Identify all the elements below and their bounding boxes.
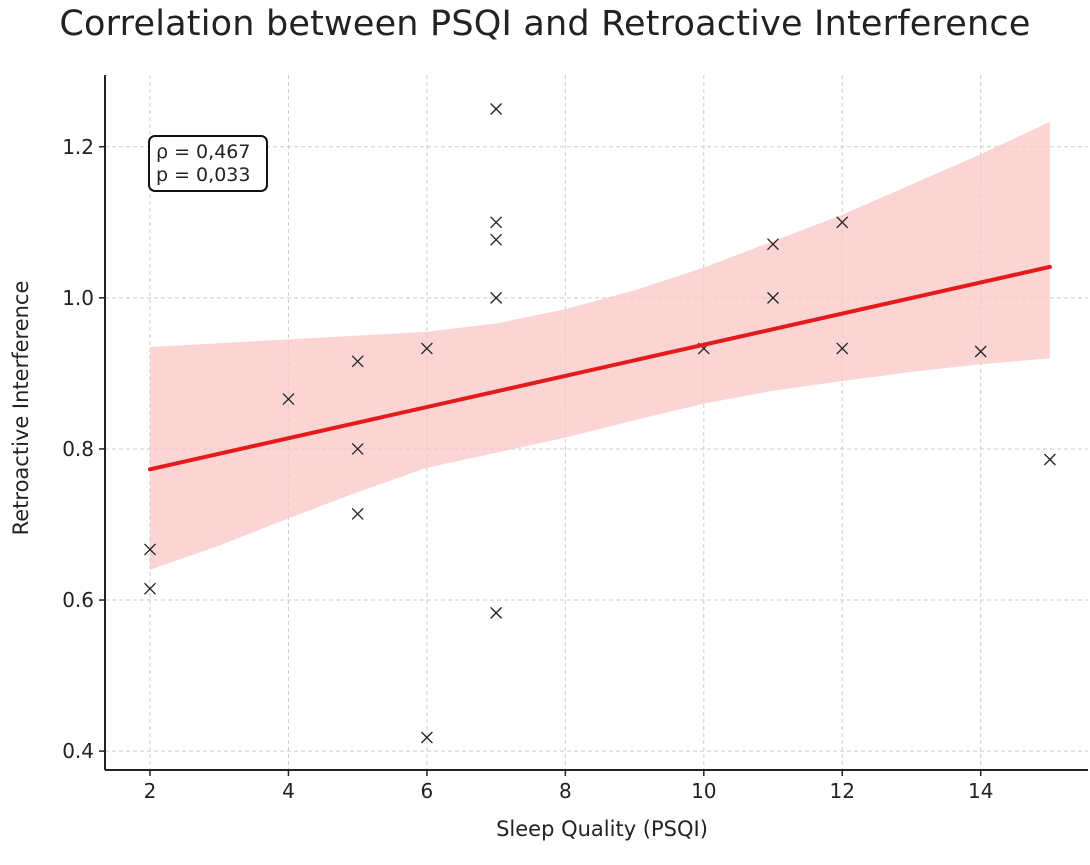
stats-annotation-box <box>148 135 268 192</box>
data-point <box>490 233 503 246</box>
y-axis-label: Retroactive Interference <box>9 281 33 536</box>
y-tick-label: 0.6 <box>62 588 94 612</box>
data-point <box>490 606 503 619</box>
data-point <box>144 543 156 556</box>
data-point <box>420 731 433 744</box>
points-layer <box>144 103 1056 744</box>
data-point <box>490 216 503 229</box>
x-tick-label: 14 <box>968 779 993 803</box>
y-tick-label: 1.2 <box>62 135 94 159</box>
y-tick-label: 0.4 <box>62 739 94 763</box>
data-point <box>351 355 364 368</box>
axes <box>104 75 1088 771</box>
x-tick-label: 12 <box>830 779 855 803</box>
chart-title: Correlation between PSQI and Retroactive… <box>59 4 1031 44</box>
data-point <box>836 216 849 229</box>
x-tick-label: 6 <box>421 779 434 803</box>
data-point <box>351 442 364 455</box>
y-tick-label: 0.8 <box>62 437 94 461</box>
x-tick-label: 8 <box>559 779 572 803</box>
stat-rho: ρ = 0,467 <box>156 141 250 163</box>
data-point <box>282 393 295 406</box>
x-tick-label: 2 <box>144 779 157 803</box>
data-point <box>767 238 779 251</box>
stat-p: p = 0,033 <box>156 164 250 186</box>
stats-annotation: ρ = 0,467 p = 0,033 <box>148 135 268 192</box>
data-point <box>490 291 503 304</box>
x-tick-label: 10 <box>691 779 716 803</box>
data-point <box>974 345 987 358</box>
y-tick-label: 1.0 <box>62 286 94 310</box>
x-ticks: 2 4 6 8 10 12 14 <box>144 770 993 803</box>
data-point <box>490 103 503 115</box>
data-point <box>1043 453 1056 466</box>
confidence-band <box>150 121 1050 570</box>
data-point <box>767 291 779 304</box>
y-ticks: 0.4 0.6 0.8 1.0 1.2 <box>62 135 105 763</box>
x-axis-label: Sleep Quality (PSQI) <box>496 817 708 841</box>
data-point <box>836 342 849 355</box>
data-point <box>351 507 364 520</box>
data-point <box>144 582 156 595</box>
regression-line <box>147 264 1052 472</box>
data-point <box>420 342 433 355</box>
x-tick-label: 4 <box>282 779 295 803</box>
